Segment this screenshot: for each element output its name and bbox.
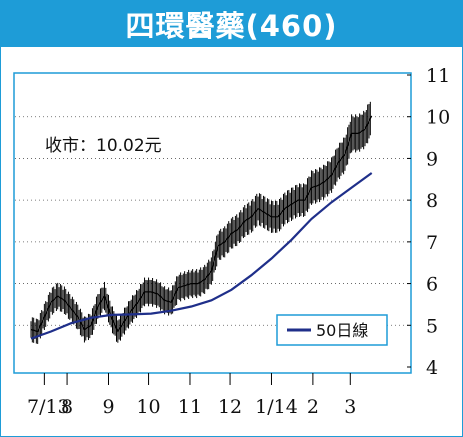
x-tick-label: 8	[61, 396, 73, 418]
x-tick-label: 7/13	[27, 396, 70, 418]
price-line	[30, 115, 373, 333]
x-tick-label: 3	[344, 396, 356, 418]
y-tick-label: 6	[426, 274, 438, 296]
x-tick-label: 9	[102, 396, 114, 418]
x-tick-label: 2	[307, 396, 319, 418]
legend-label: 50日線	[316, 321, 368, 340]
chart-title: 四環醫藥(460)	[1, 1, 462, 47]
y-tick-label: 9	[426, 148, 438, 170]
x-tick-label: 11	[178, 396, 202, 418]
y-tick-label: 5	[426, 315, 438, 337]
y-tick-label: 10	[426, 107, 450, 129]
y-tick-label: 4	[426, 357, 438, 379]
x-tick-label: 10	[136, 396, 160, 418]
y-tick-label: 7	[426, 232, 438, 254]
legend: 50日線	[276, 314, 388, 346]
y-tick-label: 8	[426, 190, 438, 212]
y-tick-label: 11	[426, 65, 450, 87]
close-price-annotation: 收市：10.02元	[45, 136, 162, 156]
x-tick-label: 12	[218, 396, 242, 418]
x-tick-label: 1/14	[255, 396, 298, 418]
ma50-line	[30, 172, 373, 340]
